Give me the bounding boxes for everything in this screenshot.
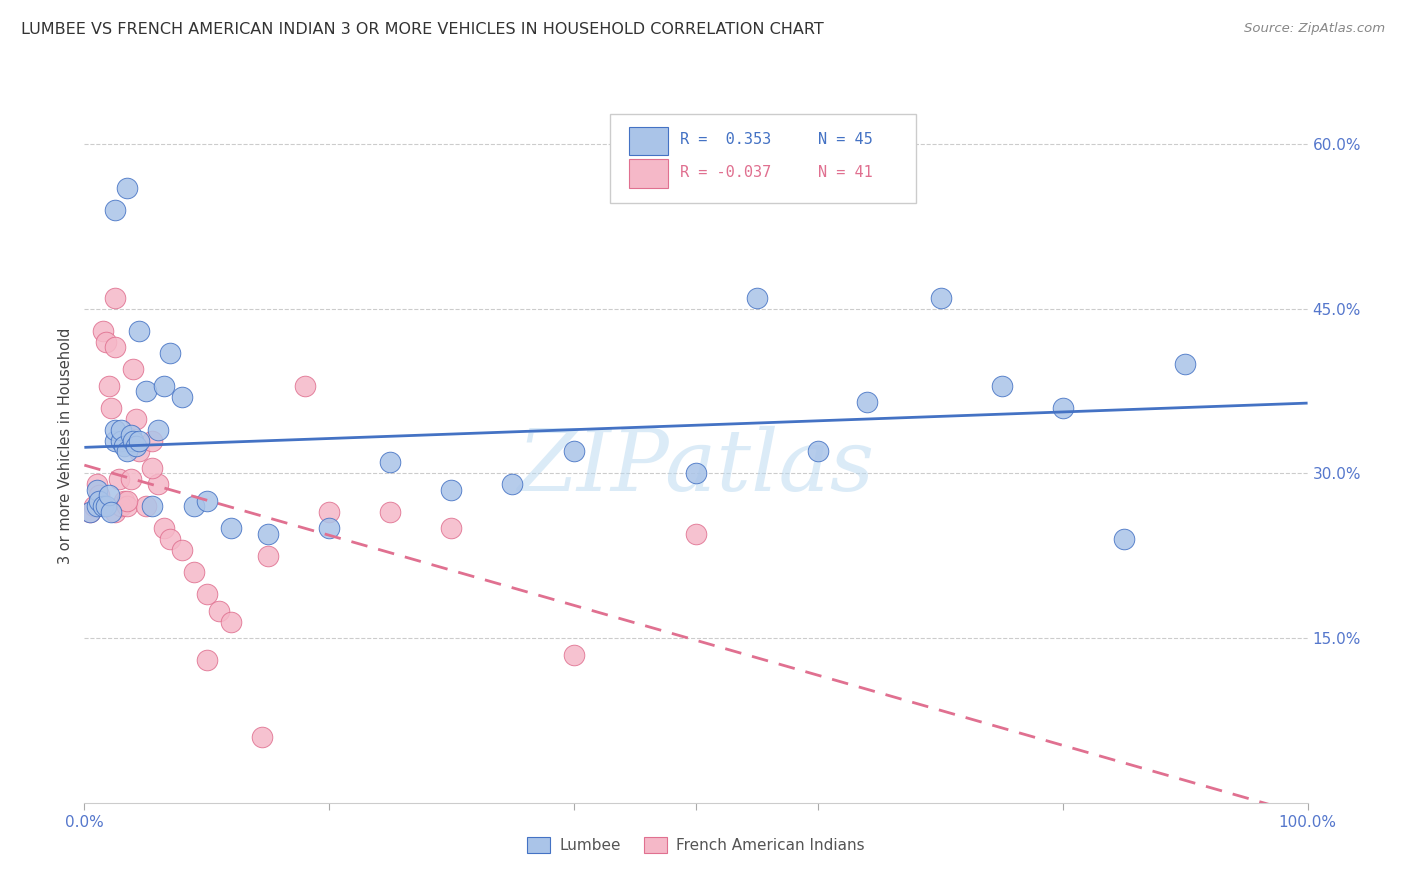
Point (318, 521, 340, 535)
Point (86, 477, 108, 491)
Point (100, 401, 122, 415)
Point (685, 467, 707, 481)
Text: N = 41: N = 41 (818, 165, 873, 180)
Point (115, 494, 138, 508)
Point (294, 378, 316, 392)
FancyBboxPatch shape (610, 114, 917, 203)
Point (1052, 401, 1074, 415)
Point (159, 345, 181, 359)
Point (141, 500, 163, 514)
Text: N = 45: N = 45 (818, 132, 873, 147)
Point (440, 483, 463, 497)
Point (195, 494, 218, 508)
Point (110, 423, 132, 437)
Text: R =  0.353: R = 0.353 (681, 132, 772, 147)
Point (562, 444, 585, 458)
Point (104, 423, 127, 437)
Point (502, 477, 524, 491)
Point (380, 455, 402, 469)
Point (1174, 357, 1197, 371)
Point (96, 334, 118, 349)
Point (120, 428, 142, 442)
Point (929, 291, 952, 305)
Point (110, 500, 132, 514)
Point (128, 324, 150, 338)
Point (183, 500, 205, 514)
Point (195, 587, 218, 601)
Text: Source: ZipAtlas.com: Source: ZipAtlas.com (1244, 22, 1385, 36)
Point (257, 526, 280, 541)
Point (79, 505, 101, 519)
Legend: Lumbee, French American Indians: Lumbee, French American Indians (522, 831, 870, 859)
Point (97, 488, 120, 502)
Point (83, 500, 105, 514)
Point (685, 526, 707, 541)
Point (115, 444, 138, 458)
Point (159, 533, 181, 547)
FancyBboxPatch shape (628, 160, 668, 188)
Point (86, 483, 108, 497)
Point (172, 390, 194, 404)
Point (195, 653, 218, 667)
Point (112, 494, 135, 508)
Point (91, 500, 114, 514)
Point (86, 500, 108, 514)
Point (125, 439, 148, 453)
Y-axis label: 3 or more Vehicles in Household: 3 or more Vehicles in Household (58, 328, 73, 564)
Point (856, 395, 879, 409)
Point (135, 500, 157, 514)
Point (125, 411, 148, 425)
Point (104, 340, 127, 354)
Point (91, 500, 114, 514)
Text: ZIPatlas: ZIPatlas (517, 426, 875, 508)
Point (318, 505, 340, 519)
Point (807, 444, 830, 458)
Point (440, 521, 463, 535)
Point (1114, 533, 1136, 547)
Point (153, 378, 176, 392)
Point (257, 549, 280, 563)
Point (219, 615, 242, 629)
Point (87, 494, 110, 508)
Point (380, 505, 402, 519)
Point (141, 461, 163, 475)
Point (141, 434, 163, 448)
Point (91, 324, 114, 338)
Point (153, 521, 176, 535)
Point (991, 378, 1014, 392)
Point (104, 434, 127, 448)
Point (208, 604, 231, 618)
Point (87, 488, 110, 502)
Point (219, 521, 242, 535)
Point (747, 291, 769, 305)
Point (100, 505, 122, 519)
Text: LUMBEE VS FRENCH AMERICAN INDIAN 3 OR MORE VEHICLES IN HOUSEHOLD CORRELATION CHA: LUMBEE VS FRENCH AMERICAN INDIAN 3 OR MO… (21, 22, 824, 37)
Text: R = -0.037: R = -0.037 (681, 165, 772, 180)
Point (79, 505, 101, 519)
Point (104, 202, 127, 217)
Point (97, 378, 120, 392)
Point (115, 500, 138, 514)
Point (112, 439, 135, 453)
Point (183, 566, 205, 580)
FancyBboxPatch shape (628, 127, 668, 155)
Point (122, 362, 145, 376)
Point (104, 291, 127, 305)
Point (135, 384, 157, 398)
Point (115, 181, 138, 195)
Point (107, 472, 129, 486)
Point (562, 648, 585, 662)
Point (104, 505, 127, 519)
Point (172, 543, 194, 558)
Point (146, 477, 169, 491)
Point (96, 500, 118, 514)
Point (110, 434, 132, 448)
Point (250, 730, 273, 744)
Point (128, 434, 150, 448)
Point (146, 423, 169, 437)
Point (128, 444, 150, 458)
Point (122, 434, 145, 448)
Point (120, 472, 142, 486)
